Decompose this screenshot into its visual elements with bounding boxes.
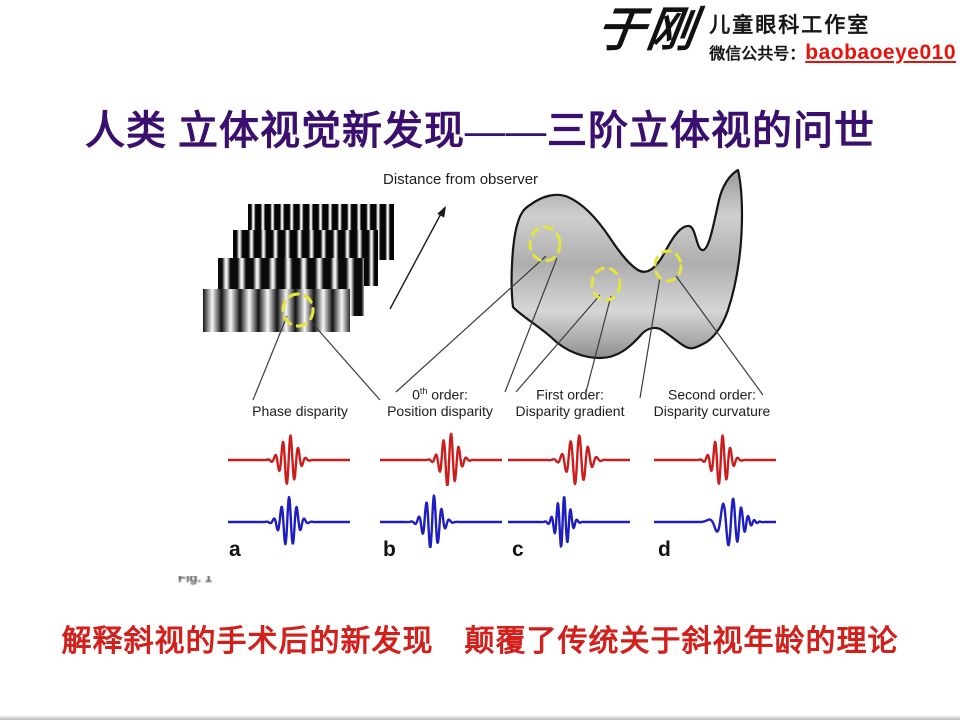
leader-curvature-right bbox=[675, 275, 764, 396]
label-bottom-text: Disparity gradient bbox=[515, 403, 625, 419]
wavelet-c-red bbox=[508, 434, 630, 486]
logo-text-block: 儿童眼科工作室 微信公共号： baobaoeye010 bbox=[709, 2, 956, 65]
panel-letter-a: a bbox=[229, 538, 241, 561]
wavelet-d-red bbox=[654, 434, 776, 485]
leader-gradient-left bbox=[515, 294, 601, 393]
footnote: 解释斜视的手术后的新发现 颠覆了传统关于斜视年龄的理论 bbox=[61, 625, 899, 658]
highlight-circle-curvature bbox=[653, 249, 683, 283]
fig-caption-text: Fig. 1 bbox=[178, 576, 212, 585]
leader-curvature-left bbox=[639, 276, 661, 399]
leader-gradient-right bbox=[585, 295, 612, 393]
label-phase-disparity: Phase disparity bbox=[205, 386, 395, 419]
distance-from-observer-label: Distance from observer bbox=[383, 171, 539, 188]
label-bottom-text: Position disparity bbox=[387, 403, 493, 419]
highlight-circle-gradient bbox=[590, 266, 622, 302]
wavelet-d-blue bbox=[654, 497, 776, 547]
panel-letter-c: c bbox=[512, 538, 524, 561]
wavelet-c-blue bbox=[508, 496, 630, 548]
wavelet-b-blue bbox=[380, 494, 502, 548]
leader-position-right bbox=[504, 257, 558, 393]
distance-arrow-line bbox=[389, 207, 445, 310]
wavelet-b-red bbox=[380, 432, 502, 486]
fig-caption-fragment: Fig. 1 bbox=[178, 576, 244, 591]
wavelet-a-blue bbox=[228, 495, 350, 546]
logo-studio-text: 儿童眼科工作室 bbox=[709, 14, 871, 37]
label-top-text: Second order: bbox=[668, 386, 756, 403]
label-top-rest: order: bbox=[427, 386, 468, 403]
panel-letter-b: b bbox=[383, 538, 396, 561]
label-disparity-curvature: Second order: Disparity curvature bbox=[617, 386, 807, 419]
label-top-text: 0 bbox=[412, 386, 420, 403]
slide-title: 人类 立体视觉新发现——三阶立体视的问世 bbox=[85, 108, 875, 153]
wechat-line: 微信公共号： baobaoeye010 bbox=[709, 40, 956, 65]
depth-surface bbox=[510, 168, 744, 360]
label-bottom-text: Phase disparity bbox=[252, 403, 348, 419]
wechat-label: 微信公共号： bbox=[709, 46, 806, 63]
wechat-id[interactable]: baobaoeye010 bbox=[805, 41, 956, 64]
panel-letter-d: d bbox=[658, 538, 671, 561]
label-bottom-text: Disparity curvature bbox=[653, 403, 771, 419]
bottom-rule bbox=[0, 715, 960, 720]
grating-strip-near bbox=[203, 289, 350, 332]
label-top-text: First order: bbox=[536, 386, 604, 403]
highlight-circle-position bbox=[528, 225, 562, 263]
logo: 于刚 儿童眼科工作室 微信公共号： baobaoeye010 bbox=[594, 2, 956, 65]
logo-brand-text: 于刚 bbox=[593, 4, 702, 57]
distance-arrow-head bbox=[437, 206, 446, 218]
wavelet-a-red bbox=[228, 434, 350, 485]
leader-position-left bbox=[395, 255, 547, 393]
